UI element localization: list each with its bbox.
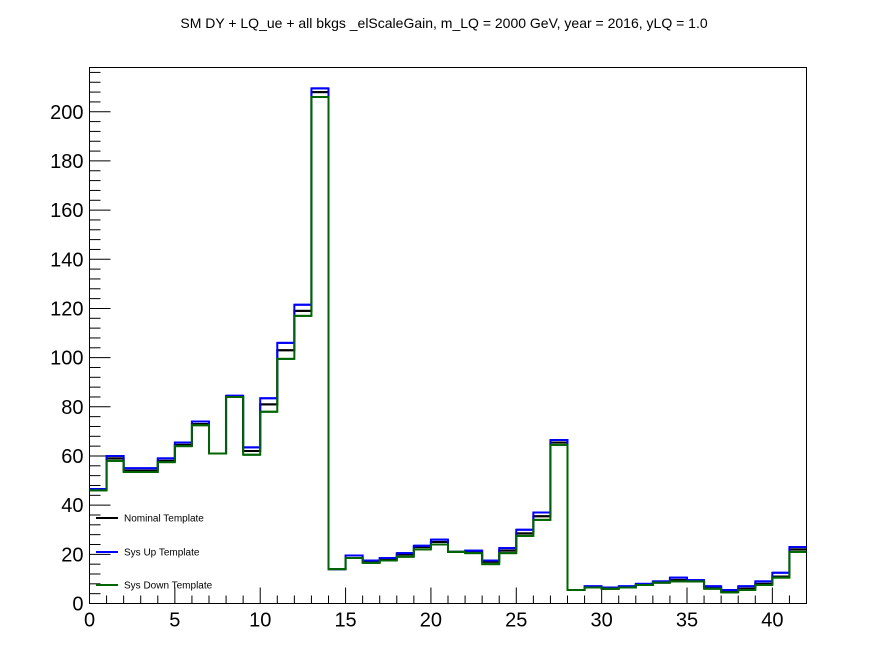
legend-label: Nominal Template [124,514,204,525]
y-tick-label: 180 [50,151,83,173]
chart-title: SM DY + LQ_ue + all bkgs _elScaleGain, m… [180,15,707,31]
x-tick-label: 15 [334,610,356,632]
x-tick-label: 10 [249,610,271,632]
x-tick-label: 35 [676,610,698,632]
y-axis: 0 20 40 60 80 100 120 140 160 180 200 [50,71,111,616]
legend: Nominal Template Sys Up Template Sys Down … [96,514,213,592]
legend-item: Sys Up Template [96,548,200,559]
x-tick-label: 0 [84,610,95,632]
x-tick-label: 40 [761,610,783,632]
x-tick-label: 20 [420,610,442,632]
legend-item: Sys Down Template [96,581,213,592]
series-sys-down-template [89,96,807,594]
y-tick-label: 60 [61,446,83,468]
y-tick-label: 40 [61,495,83,517]
x-tick-label: 25 [505,610,527,632]
x-tick-label: 30 [591,610,613,632]
legend-item: Nominal Template [96,514,204,525]
y-tick-label: 140 [50,249,83,271]
y-tick-label: 20 [61,544,83,566]
series-outline [89,96,807,594]
y-tick-label: 200 [50,102,83,124]
y-tick-label: 120 [50,298,83,320]
y-tick-label: 80 [61,397,83,419]
x-axis: 0 5 10 15 20 25 30 35 40 [84,587,807,632]
legend-label: Sys Up Template [124,548,200,559]
series-layer [89,87,807,594]
x-tick-label: 5 [169,610,180,632]
y-tick-label: 0 [72,594,83,616]
legend-label: Sys Down Template [124,581,213,592]
y-tick-label: 100 [50,348,83,370]
y-tick-label: 160 [50,200,83,222]
